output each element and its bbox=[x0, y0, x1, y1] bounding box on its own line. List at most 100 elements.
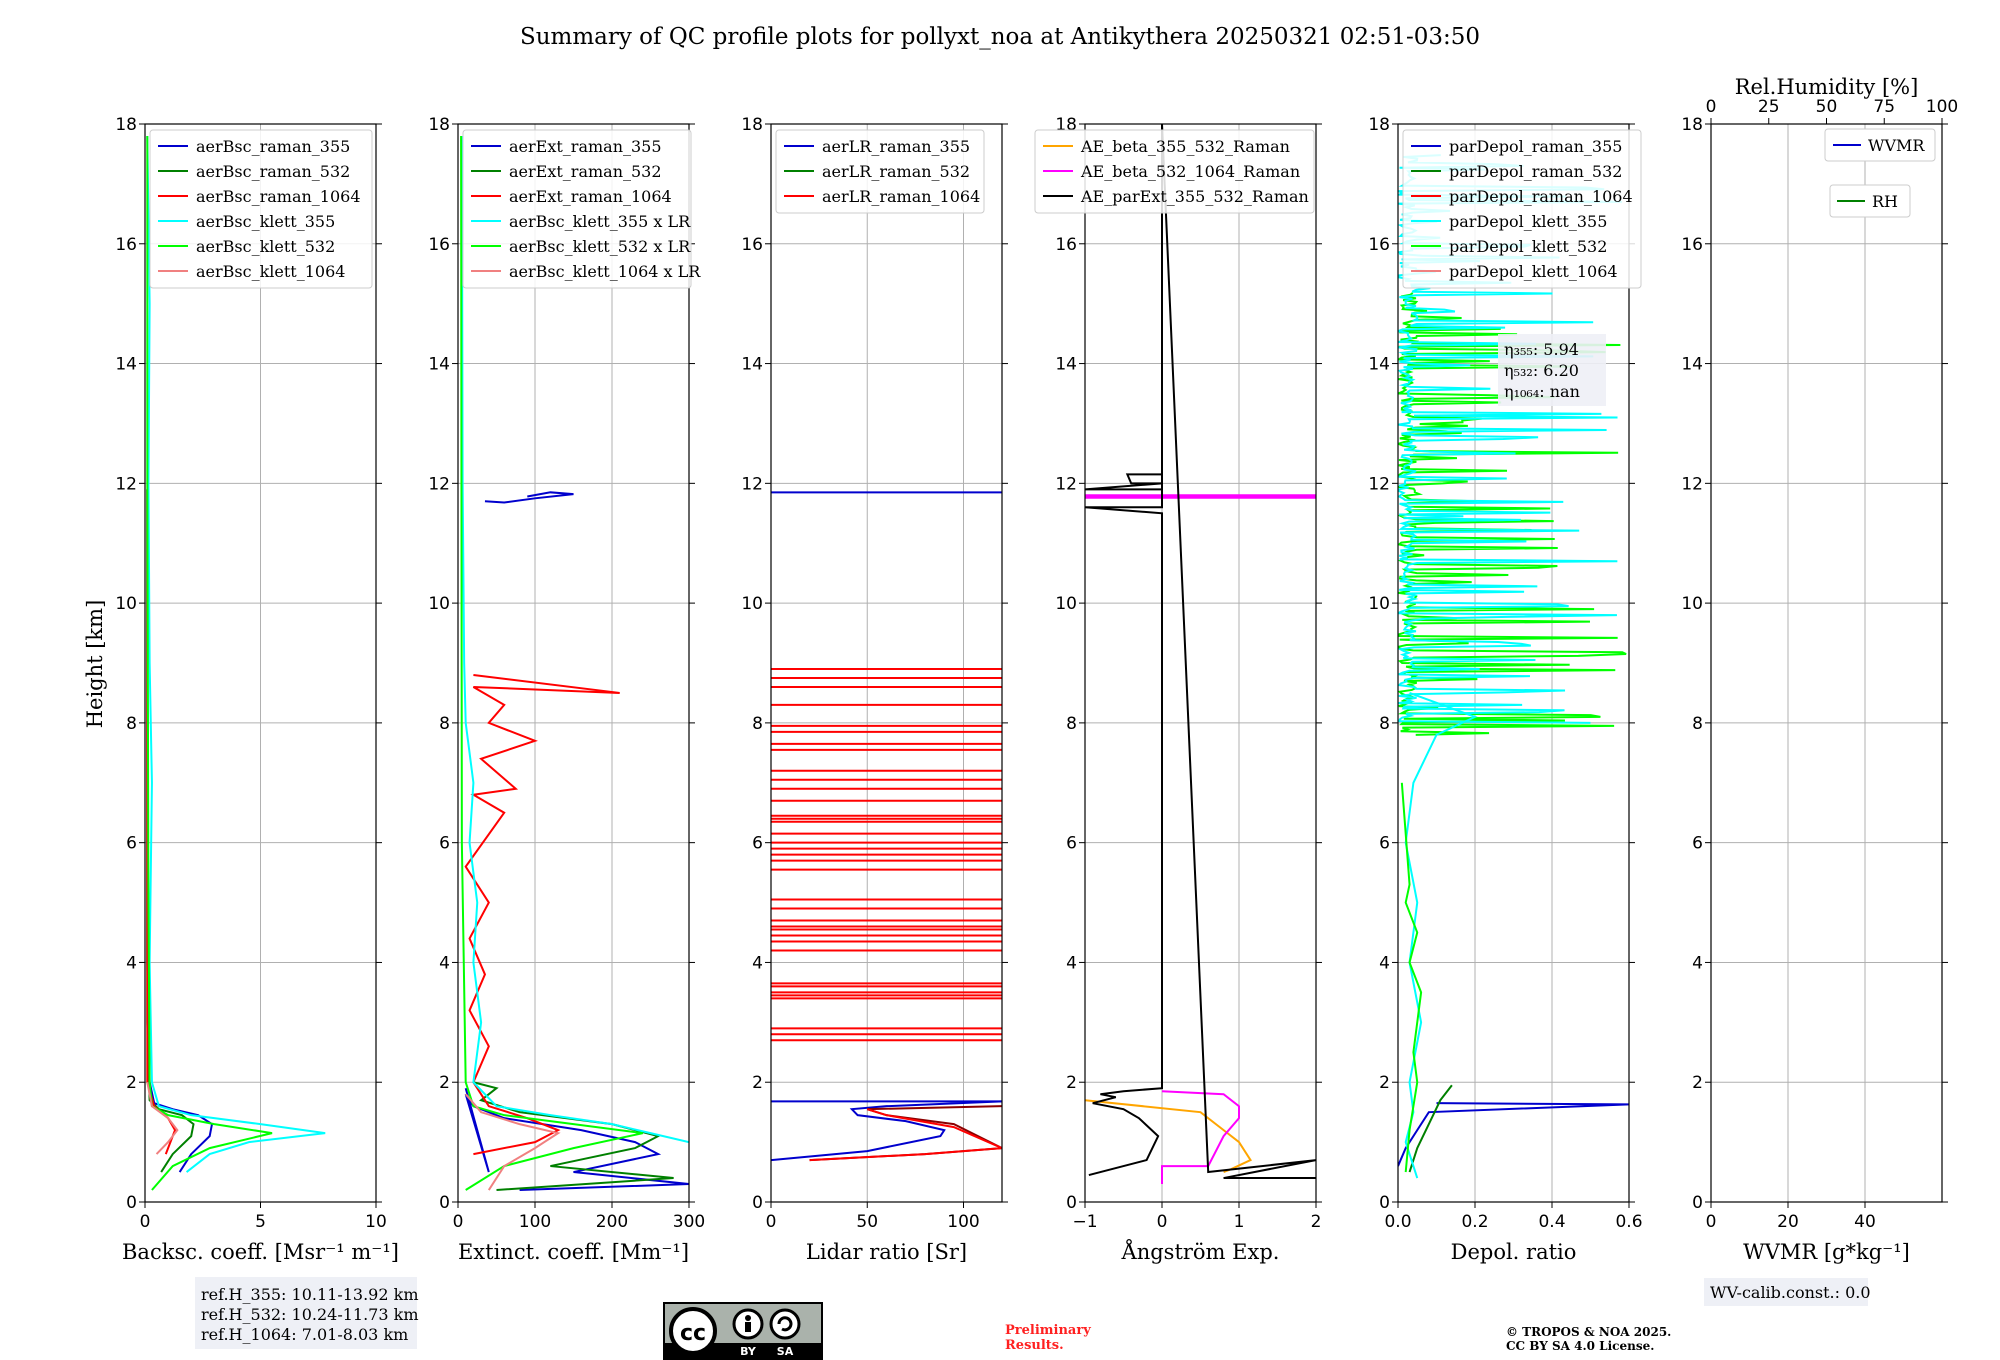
y-tick-label-4: 8 bbox=[126, 714, 137, 734]
x-tick-label-2: 40 bbox=[1854, 1212, 1876, 1232]
legend-label-5: parDepol_klett_1064 bbox=[1449, 262, 1618, 281]
y-tick-label-0: 0 bbox=[126, 1193, 137, 1213]
series-line-2 bbox=[1161, 1090, 1240, 1185]
panel-1: 0 5 10 0 2 4 6 8 10 12 14 16 18 Backsc. coeff. [Msr⁻¹… bbox=[115, 115, 399, 1264]
y-tick-label-6: 12 bbox=[1055, 474, 1077, 494]
legend-wvmr: WVMR bbox=[1824, 128, 1936, 162]
y-tick-label-2: 4 bbox=[126, 953, 137, 973]
copyright-line-1: © TROPOS & NOA 2025. bbox=[1506, 1325, 1671, 1339]
y-tick-label-5: 10 bbox=[1681, 594, 1703, 614]
legend-label-2: aerLR_raman_1064 bbox=[822, 187, 980, 206]
plot-area bbox=[1085, 124, 1316, 1185]
license-sa: SA bbox=[777, 1345, 794, 1358]
annotation-box bbox=[1498, 334, 1606, 406]
legend-label-1: aerBsc_raman_532 bbox=[196, 162, 350, 181]
y-tick-label-6: 12 bbox=[428, 474, 450, 494]
legend-label-1: parDepol_raman_532 bbox=[1449, 162, 1622, 181]
series-line-4 bbox=[1400, 782, 1423, 1173]
y-tick-label-4: 8 bbox=[1692, 714, 1703, 734]
y-tick-label-7: 14 bbox=[1681, 355, 1703, 375]
wv-calibration-text: WV-calib.const.: 0.0 bbox=[1710, 1283, 1871, 1302]
x-tick-label-2: 0.4 bbox=[1538, 1212, 1565, 1232]
axes-frame bbox=[1710, 123, 1943, 1203]
plot-area bbox=[146, 135, 326, 1191]
x-tick-label-0: 0 bbox=[766, 1212, 777, 1232]
x-axis-label: Backsc. coeff. [Msr⁻¹ m⁻¹] bbox=[122, 1240, 399, 1264]
x-tick-label-0: 0 bbox=[1706, 1212, 1717, 1232]
legend: AE_beta_355_532_Raman AE_beta_532_1064_Ra… bbox=[1034, 129, 1315, 214]
legend-label-1: aerExt_raman_532 bbox=[509, 162, 662, 181]
y-tick-label-1: 2 bbox=[1066, 1073, 1077, 1093]
series-line-1 bbox=[464, 1087, 689, 1192]
x-tick-label-2: 10 bbox=[365, 1212, 387, 1232]
wv-calibration-box: WV-calib.const.: 0.0 bbox=[1704, 1278, 1871, 1306]
x-axis-label: Ångström Exp. bbox=[1121, 1239, 1280, 1264]
legend-label-1: aerLR_raman_532 bbox=[822, 162, 970, 181]
legend: aerExt_raman_355 aerExt_raman_532 aerExt_r… bbox=[462, 129, 701, 289]
legend-label-2: aerExt_raman_1064 bbox=[509, 187, 672, 206]
top-tick-label-3: 75 bbox=[1873, 97, 1895, 117]
y-tick-label-9: 18 bbox=[428, 115, 450, 135]
series-line-2 bbox=[146, 489, 195, 1173]
x-tick-label-1: 20 bbox=[1777, 1212, 1799, 1232]
series-line-3 bbox=[464, 673, 620, 1156]
y-tick-label-9: 18 bbox=[741, 115, 763, 135]
y-tick-label-5: 10 bbox=[1055, 594, 1077, 614]
y-tick-label-7: 14 bbox=[115, 355, 137, 375]
x-tick-label-3: 300 bbox=[673, 1212, 705, 1232]
legend-box bbox=[149, 129, 373, 289]
y-tick-label-7: 14 bbox=[428, 355, 450, 375]
y-tick-label-8: 16 bbox=[115, 235, 137, 255]
series-line-6 bbox=[464, 1093, 561, 1191]
y-tick-label-0: 0 bbox=[1066, 1193, 1077, 1213]
y-tick-label-7: 14 bbox=[1055, 355, 1077, 375]
x-tick-label-1: 0 bbox=[1157, 1212, 1168, 1232]
panel-2: 0 100 200 300 0 2 4 6 8 10 12 14 16 18 Extinct. coeff.… bbox=[428, 115, 705, 1264]
x-tick-label-0: 0.0 bbox=[1384, 1212, 1411, 1232]
series-line-1 bbox=[771, 1100, 1002, 1162]
legend-label-3: aerBsc_klett_355 bbox=[196, 212, 335, 231]
y-tick-label-8: 16 bbox=[741, 235, 763, 255]
y-tick-label-1: 2 bbox=[126, 1073, 137, 1093]
legend-label-0: parDepol_raman_355 bbox=[1449, 137, 1622, 156]
legend-label: RH bbox=[1872, 192, 1898, 211]
plot-area bbox=[771, 491, 1002, 1162]
legend-label-4: parDepol_klett_532 bbox=[1449, 237, 1607, 256]
plot-area bbox=[1398, 154, 1629, 1179]
series-line-2 bbox=[1408, 1084, 1453, 1173]
x-axis-label: Lidar ratio [Sr] bbox=[806, 1240, 967, 1264]
top-tick-label-2: 50 bbox=[1816, 97, 1838, 117]
legend-label-4: aerBsc_klett_532 bbox=[196, 237, 335, 256]
x-tick-label-0: 0 bbox=[140, 1212, 151, 1232]
y-tick-label-6: 12 bbox=[1368, 474, 1390, 494]
legend-box bbox=[1824, 128, 1936, 162]
y-tick-label-8: 16 bbox=[1681, 235, 1703, 255]
copyright-note: © TROPOS & NOA 2025. CC BY SA 4.0 Licens… bbox=[1506, 1325, 1671, 1353]
y-axis-label: Height [km] bbox=[83, 600, 107, 729]
y-tick-label-3: 6 bbox=[752, 834, 763, 854]
y-tick-label-2: 4 bbox=[439, 953, 450, 973]
y-tick-label-3: 6 bbox=[126, 834, 137, 854]
y-tick-label-5: 10 bbox=[115, 594, 137, 614]
series-line-3 bbox=[1085, 124, 1316, 1180]
y-tick-label-6: 12 bbox=[115, 474, 137, 494]
y-tick-label-2: 4 bbox=[752, 953, 763, 973]
ref-line-1064: ref.H_1064: 7.01-8.03 km bbox=[201, 1325, 408, 1344]
legend-label: WVMR bbox=[1868, 136, 1925, 155]
series-line-2 bbox=[809, 1105, 1002, 1162]
legend-box bbox=[775, 129, 985, 214]
y-tick-label-1: 2 bbox=[752, 1073, 763, 1093]
y-tick-label-0: 0 bbox=[1692, 1193, 1703, 1213]
svg-text:cc: cc bbox=[680, 1321, 706, 1346]
series-line-1 bbox=[1398, 1102, 1629, 1167]
reference-heights-box: ref.H_355: 10.11-13.92 km ref.H_532: 10.… bbox=[195, 1277, 419, 1349]
legend-label-4: aerBsc_klett_532 x LR bbox=[509, 237, 691, 256]
legend-label-0: AE_beta_355_532_Raman bbox=[1080, 137, 1290, 156]
y-tick-label-0: 0 bbox=[752, 1193, 763, 1213]
annotation-line-0: η₃₅₅: 5.94 bbox=[1504, 340, 1579, 359]
annotation-line-1: η₅₃₂: 6.20 bbox=[1504, 361, 1579, 380]
y-tick-label-3: 6 bbox=[439, 834, 450, 854]
license-by: BY bbox=[740, 1345, 757, 1358]
